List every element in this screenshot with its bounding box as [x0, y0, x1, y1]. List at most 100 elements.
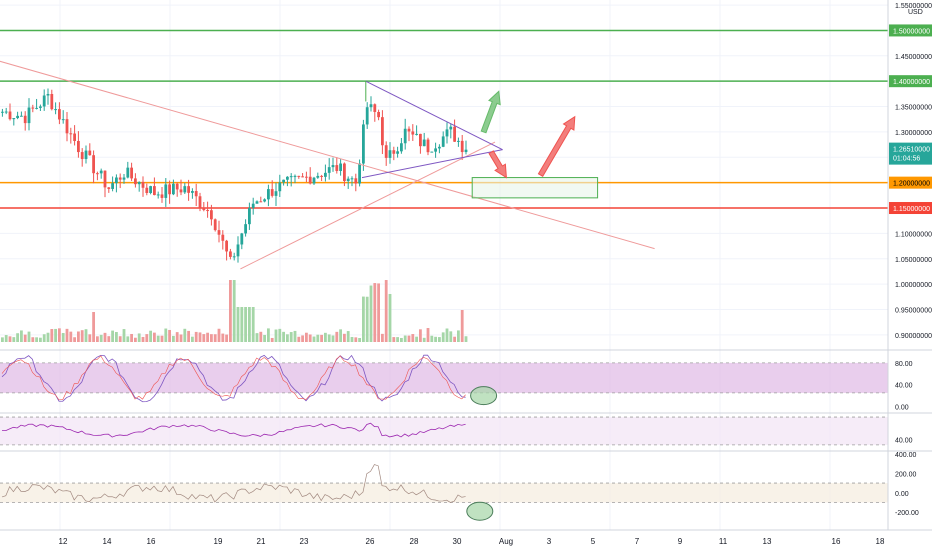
- volume-bar: [126, 336, 130, 342]
- drawings[interactable]: [0, 51, 655, 270]
- volume-bar: [441, 332, 445, 342]
- price-tick-label: 1.30000000: [895, 130, 932, 137]
- candle-body: [434, 148, 437, 152]
- candle-body: [331, 165, 335, 168]
- candle-body: [46, 94, 50, 96]
- volume-bar: [430, 335, 434, 342]
- candle-body: [263, 199, 266, 202]
- candle-body: [411, 131, 415, 135]
- volume-bar: [244, 307, 247, 342]
- candle-body: [464, 149, 468, 153]
- time-tick-label: 19: [214, 537, 223, 546]
- volume-bar: [164, 328, 168, 342]
- trendline: [240, 141, 496, 270]
- volume-bar: [316, 334, 320, 342]
- last-price-badge: [889, 142, 932, 165]
- candle-body: [426, 139, 430, 153]
- candle-body: [202, 207, 206, 211]
- candle-body: [145, 187, 149, 193]
- candle-body: [320, 175, 323, 177]
- candle-body: [350, 178, 354, 180]
- candle-body: [282, 179, 285, 183]
- volume-bar: [396, 337, 399, 342]
- volume-bar: [84, 329, 88, 342]
- candle-body: [400, 143, 403, 152]
- cci-tick-label: 0.00: [895, 491, 909, 498]
- volume-bar: [88, 334, 92, 342]
- volume-bar: [373, 283, 377, 342]
- volume-bar: [118, 336, 122, 342]
- volume-bar: [457, 330, 460, 342]
- volume-bar: [99, 334, 103, 342]
- volume-bar: [339, 329, 342, 342]
- volume-bar: [213, 334, 217, 342]
- cci-tick-label: 400.00: [895, 452, 917, 459]
- candle-body: [460, 140, 464, 153]
- pane-separators[interactable]: [0, 0, 932, 531]
- time-axis[interactable]: 12 14 16 19 21 23 26 28 30 Aug 3 5 7 9 11 13 16 18: [59, 537, 885, 546]
- volume-bar: [362, 296, 365, 342]
- volume-bar: [31, 337, 35, 342]
- candle-body: [289, 176, 293, 178]
- candle-body: [373, 104, 377, 112]
- volume-bar: [263, 334, 266, 342]
- volume-bar: [335, 331, 339, 342]
- candle-body: [84, 150, 88, 160]
- volume-bar: [153, 332, 156, 342]
- candle-body: [403, 128, 407, 144]
- stoch-tick-label: 80.00: [895, 361, 913, 368]
- candle-body: [259, 201, 263, 203]
- rsi-band: [0, 417, 888, 445]
- volume-bar: [350, 336, 354, 342]
- horizontal-levels[interactable]: [0, 29, 888, 209]
- candle-body: [419, 133, 422, 147]
- candle-body: [99, 170, 103, 174]
- volume-bar: [422, 337, 426, 342]
- volume-bar: [248, 307, 251, 342]
- candle-body: [441, 136, 445, 147]
- candle-body: [369, 104, 373, 108]
- volume-bar: [464, 336, 468, 342]
- stoch-tick-label: 40.00: [895, 383, 913, 390]
- candle-body: [111, 183, 114, 189]
- candle-body: [164, 184, 168, 198]
- candle-body: [381, 117, 384, 146]
- volume-bar: [183, 328, 187, 342]
- volume-bar: [103, 332, 107, 342]
- volume-bar: [73, 337, 76, 342]
- volume-bar: [191, 336, 194, 342]
- volume-bar: [172, 335, 175, 342]
- volume-bar: [168, 329, 171, 342]
- volume-bar: [54, 328, 57, 342]
- volume-bar: [160, 335, 164, 342]
- price-tick-label: 1.00000000: [895, 282, 932, 289]
- candle-body: [198, 196, 202, 208]
- candle-body: [297, 175, 301, 177]
- stoch-tick-label: 0.00: [895, 405, 909, 412]
- volume-bar: [381, 333, 384, 342]
- volume-bar: [343, 333, 346, 342]
- candle-body: [54, 109, 57, 111]
- volume-bar: [137, 333, 141, 342]
- candle-body: [141, 181, 145, 188]
- volume-bar: [179, 334, 183, 342]
- volume-bar: [23, 334, 27, 342]
- volume-bar: [320, 334, 323, 342]
- time-tick-label: 21: [257, 537, 266, 546]
- price-axis[interactable]: USD 1.55000000 1.45000000 1.35000000 1.3000…: [889, 3, 932, 517]
- volume-bar: [293, 330, 297, 342]
- price-level-badge: [889, 24, 932, 37]
- volume-bar: [46, 332, 50, 342]
- candle-body: [430, 151, 434, 153]
- time-tick-label: 23: [300, 537, 309, 546]
- volume-bar: [130, 333, 133, 342]
- volume-bar: [415, 336, 418, 342]
- candle-body: [308, 176, 312, 184]
- volume-bar: [377, 283, 380, 342]
- candle-body: [149, 186, 152, 193]
- candle-body: [8, 111, 12, 120]
- candle-body: [221, 234, 225, 241]
- candle-body: [415, 133, 418, 135]
